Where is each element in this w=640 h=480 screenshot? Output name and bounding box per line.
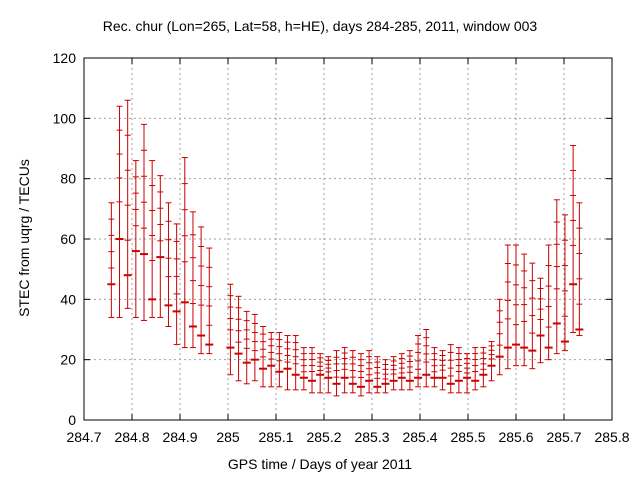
- y-tick-label: 100: [53, 110, 77, 126]
- x-tick-label: 285.4: [402, 429, 437, 445]
- y-tick-label: 120: [53, 50, 77, 66]
- x-tick-label: 284.9: [162, 429, 197, 445]
- x-tick-label: 285: [216, 429, 240, 445]
- y-tick-label: 0: [68, 412, 76, 428]
- x-tick-label: 284.8: [114, 429, 149, 445]
- x-tick-label: 285.8: [594, 429, 629, 445]
- x-tick-label: 285.6: [498, 429, 533, 445]
- x-axis-label: GPS time / Days of year 2011: [227, 456, 413, 472]
- axis-ticks: 284.7 284.8 284.9 285 285.1 285.2 285.3 285.4 28…: [53, 50, 630, 445]
- y-tick-label: 40: [60, 291, 76, 307]
- x-tick-label: 285.5: [450, 429, 485, 445]
- x-tick-label: 285.7: [546, 429, 581, 445]
- y-tick-label: 20: [60, 352, 76, 368]
- x-tick-label: 284.7: [66, 429, 101, 445]
- y-tick-label: 80: [60, 171, 76, 187]
- x-tick-label: 285.1: [258, 429, 293, 445]
- x-tick-label: 285.2: [306, 429, 341, 445]
- y-tick-label: 60: [60, 231, 76, 247]
- x-tick-label: 285.3: [354, 429, 389, 445]
- data-series: [107, 99, 584, 397]
- chart-title: Rec. chur (Lon=265, Lat=58, h=HE), days …: [102, 18, 538, 34]
